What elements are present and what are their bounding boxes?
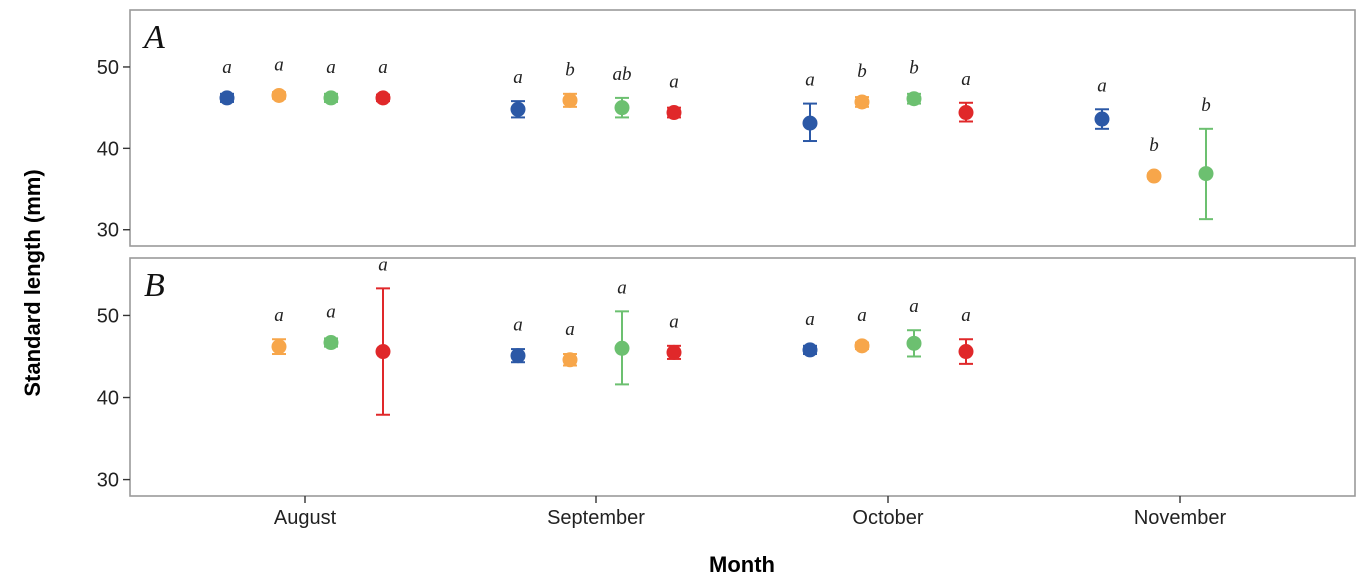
data-point xyxy=(219,90,235,106)
significance-label: a xyxy=(669,311,679,332)
data-point xyxy=(562,92,578,108)
significance-label: a xyxy=(513,315,523,336)
data-point xyxy=(666,105,682,121)
significance-label: a xyxy=(805,70,815,91)
x-tick-label: September xyxy=(547,507,645,529)
y-tick-label: 40 xyxy=(97,388,119,410)
significance-label: b xyxy=(909,58,919,79)
significance-label: a xyxy=(909,296,919,317)
significance-label: b xyxy=(1149,135,1159,156)
data-point xyxy=(614,340,630,356)
data-point xyxy=(510,101,526,117)
significance-label: b xyxy=(857,61,867,82)
panel-label: A xyxy=(142,19,165,56)
data-point xyxy=(510,348,526,364)
x-axis-title: Month xyxy=(709,552,775,577)
significance-label: ab xyxy=(613,64,632,85)
data-point xyxy=(375,90,391,106)
data-point xyxy=(958,344,974,360)
data-point xyxy=(562,352,578,368)
data-point xyxy=(854,94,870,110)
significance-label: a xyxy=(222,57,232,78)
significance-label: a xyxy=(669,72,679,93)
significance-label: a xyxy=(961,69,971,90)
data-point xyxy=(1198,166,1214,182)
data-point xyxy=(614,100,630,116)
panel-border xyxy=(129,9,1356,247)
panel-border xyxy=(129,257,1356,497)
significance-label: b xyxy=(565,59,575,80)
data-point xyxy=(323,335,339,351)
data-point xyxy=(271,87,287,103)
panel-b: B 30 40 50 a a a a a a a a a a a xyxy=(97,254,1356,497)
significance-label: b xyxy=(1201,95,1211,116)
x-tick-label: August xyxy=(274,507,337,529)
data-point xyxy=(906,91,922,107)
y-tick-label: 50 xyxy=(97,57,119,79)
significance-label: a xyxy=(274,305,284,326)
data-point xyxy=(802,115,818,131)
y-tick-label: 30 xyxy=(97,220,119,242)
significance-label: a xyxy=(378,254,388,275)
data-point xyxy=(854,338,870,354)
significance-label: a xyxy=(805,309,815,330)
data-point xyxy=(375,344,391,360)
significance-label: a xyxy=(274,54,284,75)
x-tick-label: October xyxy=(852,507,923,529)
y-axis-title: Standard length (mm) xyxy=(20,169,45,396)
data-point xyxy=(1094,111,1110,127)
data-point xyxy=(906,335,922,351)
y-tick-label: 40 xyxy=(97,138,119,160)
significance-label: a xyxy=(857,305,867,326)
data-point xyxy=(666,344,682,360)
data-point xyxy=(271,339,287,355)
data-point xyxy=(958,105,974,121)
y-tick-label: 50 xyxy=(97,305,119,327)
significance-label: a xyxy=(513,67,523,88)
data-point xyxy=(1146,168,1162,184)
data-point xyxy=(323,90,339,106)
significance-label: a xyxy=(378,57,388,78)
y-tick-label: 30 xyxy=(97,470,119,492)
significance-label: a xyxy=(961,305,971,326)
data-point xyxy=(802,342,818,358)
significance-label: a xyxy=(326,302,336,323)
x-tick-label: November xyxy=(1134,507,1227,529)
panel-label: B xyxy=(144,267,165,304)
significance-label: a xyxy=(326,57,336,78)
significance-label: a xyxy=(565,319,575,340)
significance-label: a xyxy=(1097,75,1107,96)
significance-label: a xyxy=(617,277,627,298)
